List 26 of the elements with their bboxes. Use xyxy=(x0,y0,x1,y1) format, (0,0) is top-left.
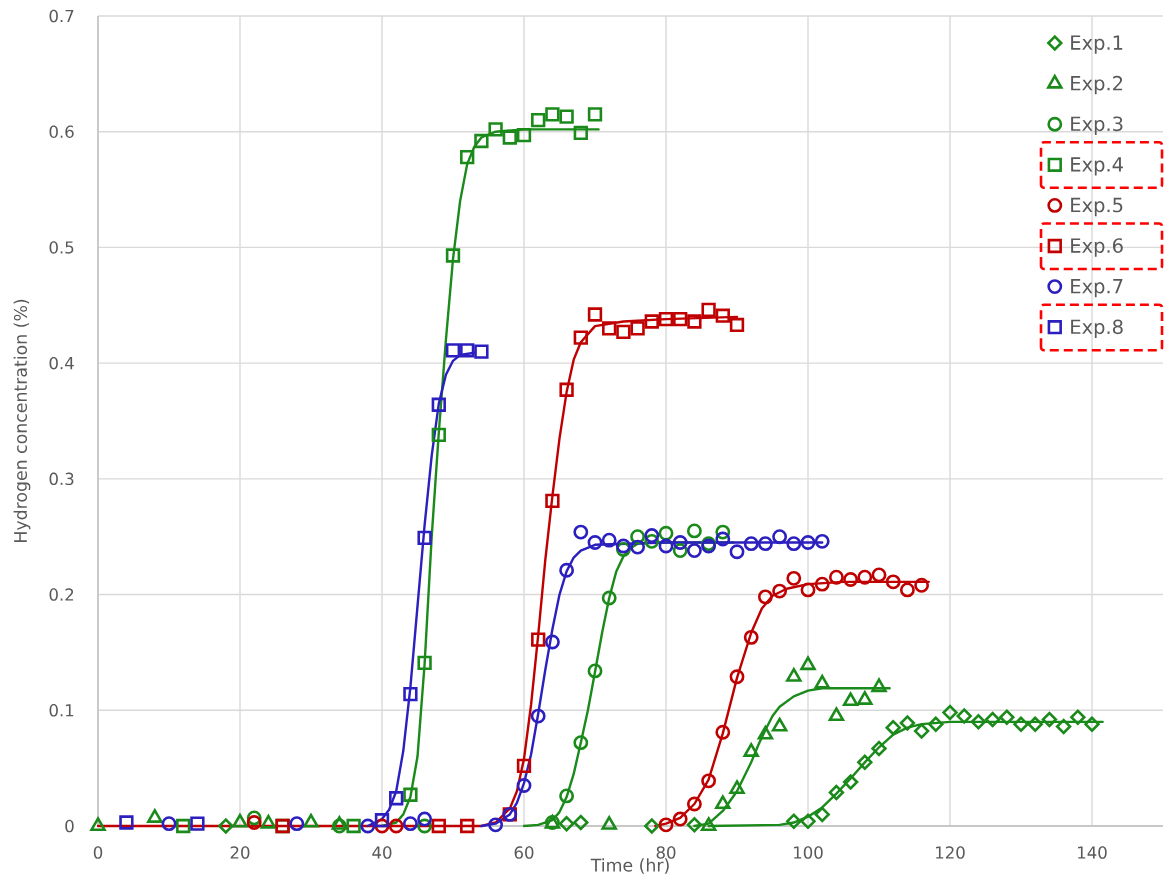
y-tick-label: 0.1 xyxy=(49,704,74,717)
x-tick-label: 20 xyxy=(230,846,250,859)
legend-label: Exp.5 xyxy=(1071,197,1123,217)
y-tick-label: 0.2 xyxy=(49,588,74,601)
x-tick-label: 120 xyxy=(936,846,965,859)
x-tick-label: 0 xyxy=(93,846,103,859)
legend-label: Exp.4 xyxy=(1071,157,1123,176)
y-tick-label: 0.5 xyxy=(49,241,74,254)
legend-label: Exp.3 xyxy=(1071,116,1123,135)
y-tick-label: 0.6 xyxy=(49,125,74,138)
y-tick-label: 0 xyxy=(65,819,74,833)
legend-label: Exp.6 xyxy=(1071,238,1123,257)
x-tick-label: 140 xyxy=(1078,846,1107,859)
legend-label: Exp.2 xyxy=(1071,75,1123,95)
x-tick-label: 100 xyxy=(794,846,823,859)
legend-label: Exp.7 xyxy=(1071,279,1123,298)
legend-label: Exp.8 xyxy=(1071,319,1123,338)
y-tick-label: 0.3 xyxy=(49,472,74,486)
x-tick-label: 80 xyxy=(656,846,676,859)
x-axis-title: Time (hr) xyxy=(590,858,669,874)
x-tick-label: 40 xyxy=(372,846,392,859)
y-axis-title: Hydrogen concentration (%) xyxy=(13,299,31,542)
legend-label: Exp.1 xyxy=(1071,35,1123,54)
y-tick-label: 0.4 xyxy=(49,356,74,370)
x-tick-label: 60 xyxy=(514,846,534,859)
y-tick-label: 0.7 xyxy=(49,9,74,23)
